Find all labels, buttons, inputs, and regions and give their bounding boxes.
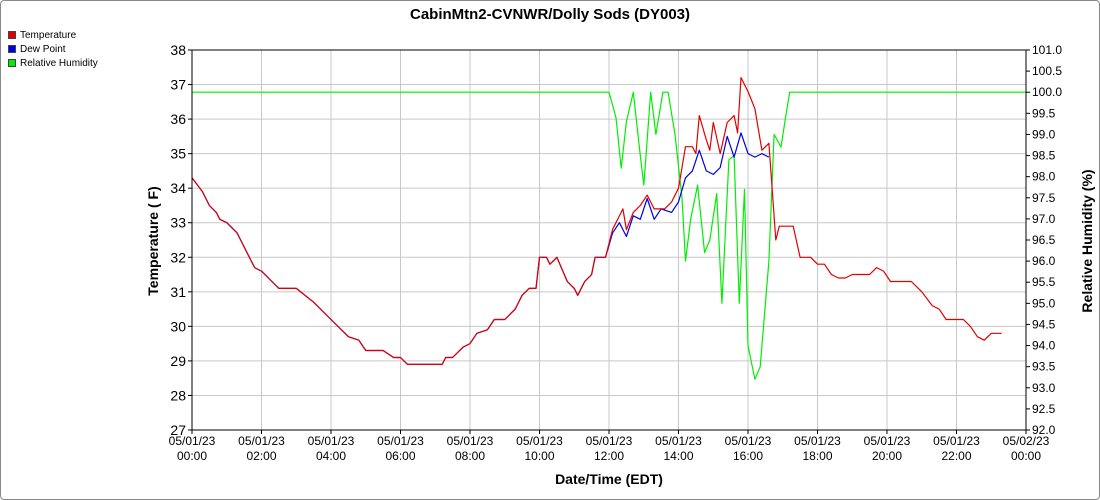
x-tick-label-time: 00:00 [177,449,207,463]
legend-label-relative-humidity: Relative Humidity [20,57,98,69]
y-tick-label-right: 94.5 [1032,317,1056,331]
x-tick-label-time: 04:00 [316,449,346,463]
y-tick-label-left: 32 [170,249,186,265]
y-tick-label-left: 37 [170,77,186,93]
y-tick-label-left: 38 [170,42,186,58]
legend-item-temperature: Temperature [8,28,98,42]
y-tick-label-right: 100.5 [1032,64,1062,78]
legend-swatch-relative-humidity [8,59,16,67]
legend-swatch-temperature [8,31,16,39]
y-tick-label-right: 98.5 [1032,149,1056,163]
x-tick-label-time: 12:00 [594,449,624,463]
x-tick-label-time: 14:00 [663,449,693,463]
x-tick-label-time: 06:00 [385,449,415,463]
y-tick-label-left: 34 [170,180,186,196]
chart-title: CabinMtn2-CVNWR/Dolly Sods (DY003) [410,6,690,23]
y-tick-label-right: 93.5 [1032,360,1056,374]
x-tick-label-date: 05/01/23 [725,434,772,448]
x-tick-label-date: 05/01/23 [377,434,424,448]
x-tick-label-date: 05/02/23 [1003,434,1050,448]
y-tick-label-right: 99.5 [1032,106,1056,120]
y-tick-label-right: 92.0 [1032,423,1056,437]
y-tick-label-right: 97.5 [1032,191,1056,205]
plot-border [191,49,1027,431]
y-tick-label-left: 35 [170,146,186,162]
x-tick-label-date: 05/01/23 [447,434,494,448]
legend-label-temperature: Temperature [20,29,77,41]
y-tick-label-right: 101.0 [1032,43,1062,57]
x-tick-label-date: 05/01/23 [864,434,911,448]
x-tick-label-time: 18:00 [802,449,832,463]
grid [191,49,1027,431]
x-tick-label-time: 16:00 [733,449,763,463]
x-tick-label-date: 05/01/23 [238,434,285,448]
series-line-temperature [191,76,1002,365]
y-tick-label-left: 29 [170,353,186,369]
x-axis-label: Date/Time (EDT) [555,471,663,487]
y-tick-label-left: 36 [170,111,186,127]
y-tick-label-right: 95.0 [1032,296,1056,310]
legend: Temperature Dew Point Relative Humidity [8,28,98,70]
legend-item-dew-point: Dew Point [8,42,98,56]
y-tick-label-right: 96.0 [1032,254,1056,268]
x-tick-label-time: 20:00 [872,449,902,463]
x-tick-label-date: 05/01/23 [794,434,841,448]
x-tick-label-time: 02:00 [246,449,276,463]
series-line-relative-humidity [192,91,1026,380]
y-tick-label-right: 98.0 [1032,170,1056,184]
y-tick-label-right: 94.0 [1032,339,1056,353]
y-tick-label-left: 33 [170,215,186,231]
y-tick-label-right: 99.0 [1032,127,1056,141]
y-axis-label-left: Temperature ( F) [145,186,161,295]
y-tick-label-right: 92.5 [1032,402,1056,416]
y-tick-label-right: 96.5 [1032,233,1056,247]
y-tick-label-right: 95.5 [1032,275,1056,289]
y-tick-label-right: 97.0 [1032,212,1056,226]
x-tick-label-time: 00:00 [1011,449,1041,463]
x-tick-label-time: 08:00 [455,449,485,463]
x-tick-label-time: 22:00 [941,449,971,463]
legend-item-relative-humidity: Relative Humidity [8,56,98,70]
y-tick-label-left: 28 [170,387,186,403]
y-tick-label-right: 93.0 [1032,381,1056,395]
axes: 27282930313233343536373805/01/2300:0005/… [169,42,1063,463]
y-tick-label-right: 100.0 [1032,85,1062,99]
x-tick-label-date: 05/01/23 [655,434,702,448]
x-tick-label-date: 05/01/23 [169,434,216,448]
legend-swatch-dew-point [8,45,16,53]
y-tick-label-left: 31 [170,284,186,300]
series-layer [191,76,1026,380]
x-tick-label-date: 05/01/23 [586,434,633,448]
x-tick-label-date: 05/01/23 [933,434,980,448]
x-tick-label-date: 05/01/23 [516,434,563,448]
legend-label-dew-point: Dew Point [20,43,66,55]
x-tick-label-time: 10:00 [524,449,554,463]
y-axis-label-right: Relative Humidity (%) [1079,169,1095,312]
y-tick-label-left: 27 [170,422,186,438]
y-tick-label-left: 30 [170,318,186,334]
x-tick-label-date: 05/01/23 [308,434,355,448]
